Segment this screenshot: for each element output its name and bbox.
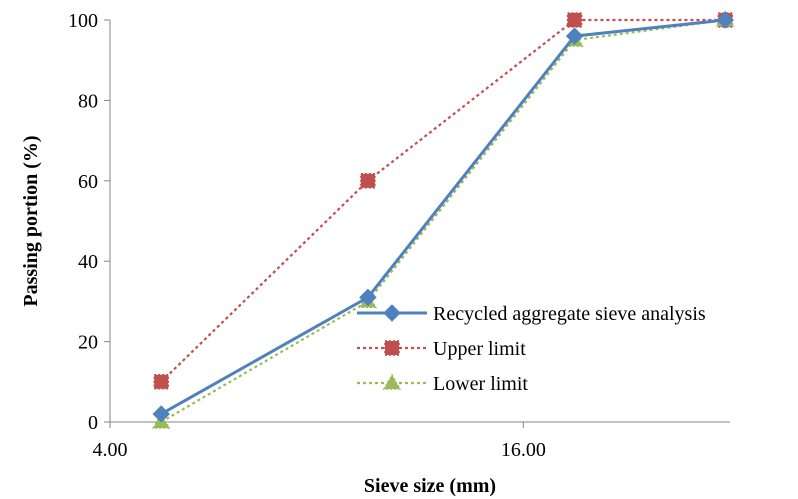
legend-marker (382, 373, 402, 390)
legend-label: Recycled aggregate sieve analysis (433, 303, 706, 325)
x-axis-ticks: 4.00 16.00 (93, 422, 546, 461)
data-point (153, 374, 169, 390)
legend-marker (383, 304, 401, 322)
data-point (360, 173, 376, 189)
data-point (716, 11, 735, 29)
series-line (160, 18, 726, 423)
legend-label: Lower limit (433, 373, 528, 395)
y-axis-ticks: 0 20 40 60 80 100 (68, 10, 110, 434)
data-point (565, 27, 584, 45)
y-tick-label: 60 (78, 171, 98, 193)
y-tick-label: 100 (68, 10, 98, 32)
x-tick-label: 4.00 (93, 439, 128, 461)
series-line (160, 18, 726, 416)
series-recycled-aggregate-sieve-analysis (152, 11, 735, 423)
y-tick-label: 80 (78, 90, 98, 112)
legend-marker (384, 340, 400, 356)
data-point (152, 405, 170, 423)
axes (109, 20, 730, 423)
x-axis-title: Sieve size (mm) (364, 475, 496, 497)
x-tick-label: 16.00 (501, 439, 546, 461)
plot-series (151, 10, 735, 429)
series-line (160, 18, 726, 383)
legend-item: Recycled aggregate sieve analysis (357, 303, 706, 325)
data-point (566, 12, 583, 28)
y-tick-label: 40 (78, 251, 98, 273)
legend: Recycled aggregate sieve analysis Upper l… (357, 303, 706, 395)
legend-item: Upper limit (357, 338, 526, 360)
series-lower-limit (151, 10, 735, 429)
data-point (359, 288, 377, 307)
y-tick-label: 0 (88, 412, 98, 434)
legend-item: Lower limit (357, 373, 528, 395)
y-tick-label: 20 (78, 332, 98, 354)
legend-label: Upper limit (433, 338, 526, 360)
y-axis-title: Passing portion (%) (20, 135, 42, 306)
